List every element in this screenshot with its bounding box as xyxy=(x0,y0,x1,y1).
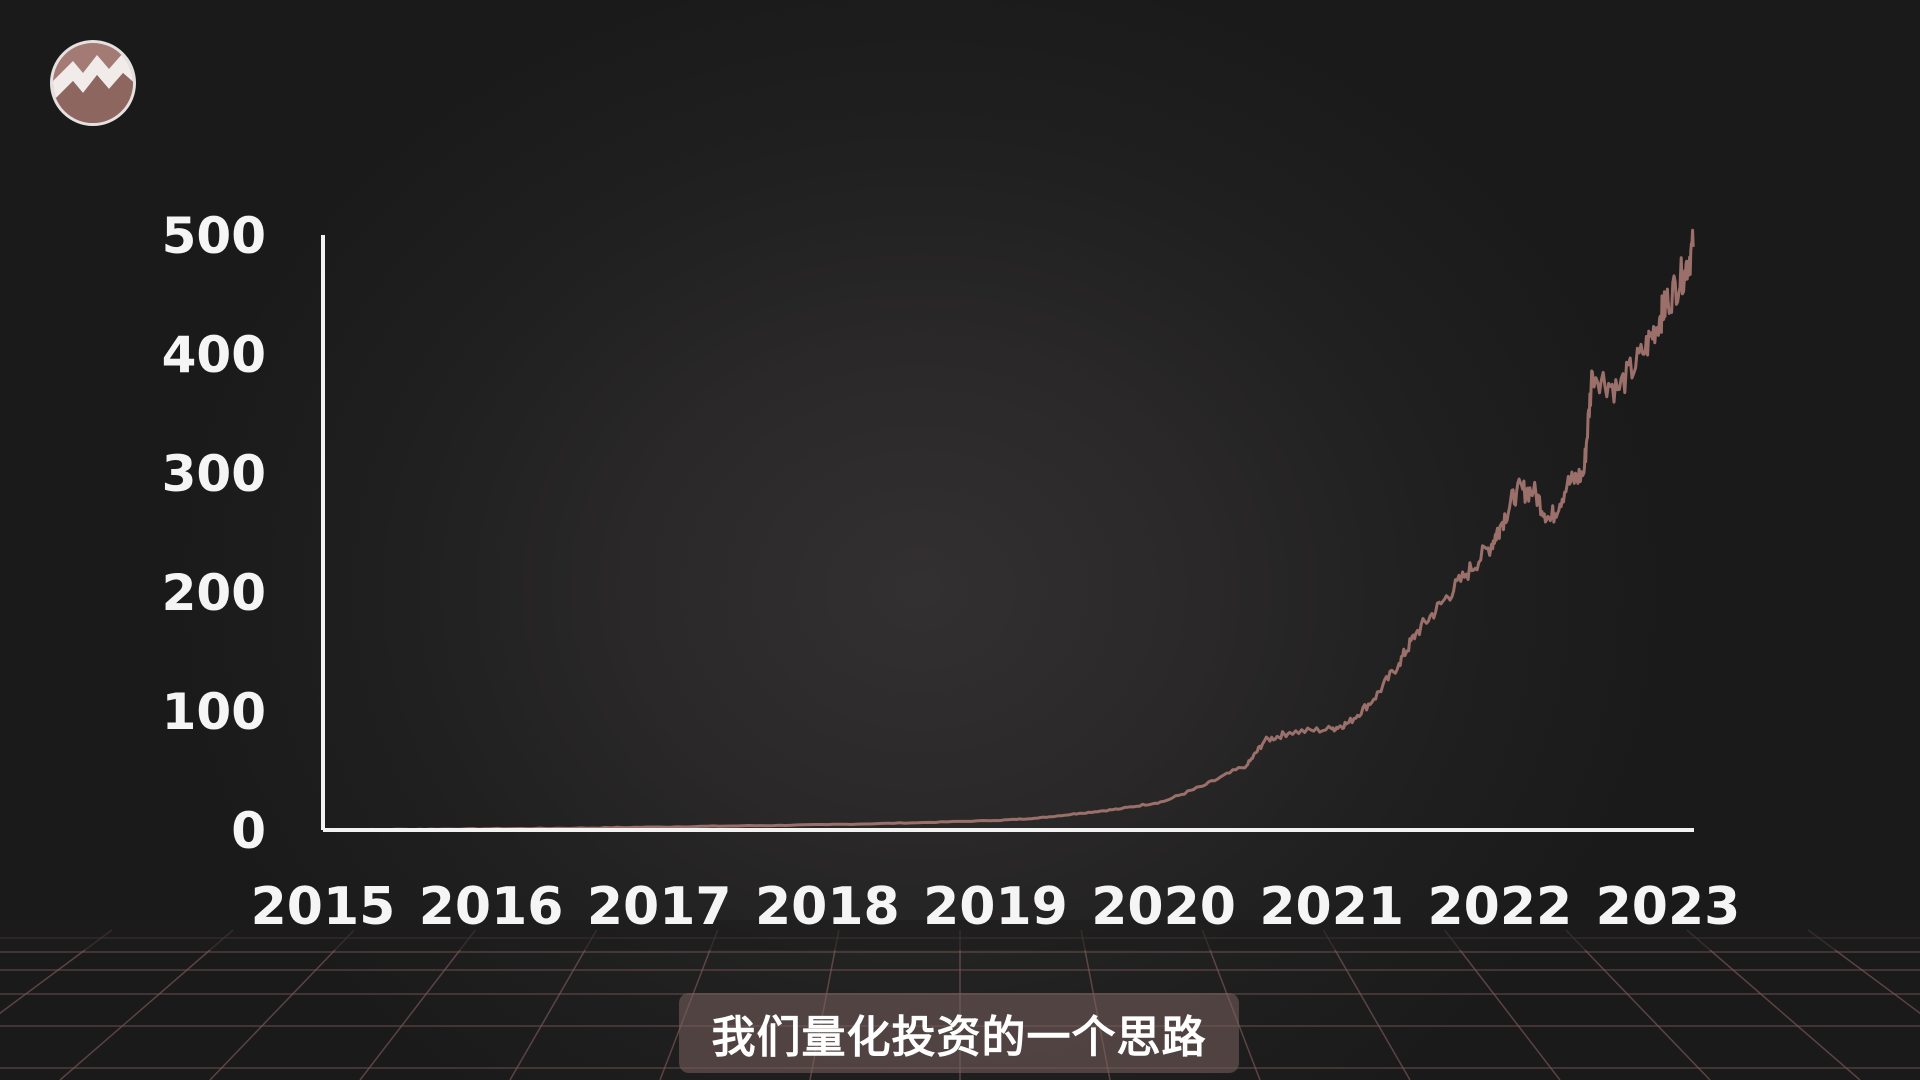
y-tick-label: 0 xyxy=(231,802,266,860)
subtitle-caption: 我们量化投资的一个思路 xyxy=(679,993,1239,1073)
x-axis-ticks: 2015 2016 2017 2018 2019 2020 2021 2022 2023 xyxy=(251,877,1741,937)
y-tick-label: 200 xyxy=(162,564,266,622)
y-tick-label: 500 xyxy=(162,207,266,265)
logo-icon xyxy=(50,40,136,126)
x-tick-label: 2017 xyxy=(587,877,732,937)
x-tick-label: 2016 xyxy=(419,877,564,937)
series-line xyxy=(323,228,1695,832)
x-tick-label: 2020 xyxy=(1091,877,1236,937)
x-tick-label: 2015 xyxy=(251,877,396,937)
y-tick-label: 100 xyxy=(162,683,266,741)
x-tick-label: 2021 xyxy=(1259,877,1404,937)
y-tick-label: 400 xyxy=(162,326,266,384)
x-tick-label: 2019 xyxy=(923,877,1068,937)
x-tick-label: 2023 xyxy=(1596,877,1741,937)
x-tick-label: 2022 xyxy=(1428,877,1573,937)
x-tick-label: 2018 xyxy=(755,877,900,937)
y-axis-ticks: 0 100 200 300 400 500 xyxy=(162,207,266,860)
y-tick-label: 300 xyxy=(162,445,266,503)
